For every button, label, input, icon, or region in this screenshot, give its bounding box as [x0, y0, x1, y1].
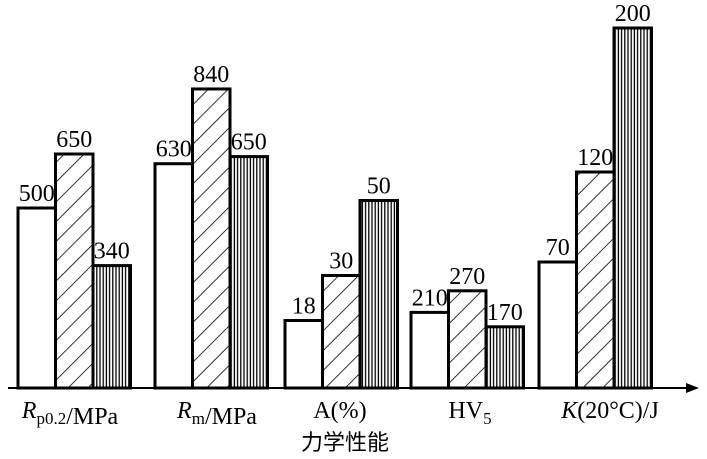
data-label-1-0: 630 — [156, 137, 192, 163]
bar-1-2 — [228, 155, 269, 390]
bar-2-1 — [321, 274, 362, 390]
bar-2-0 — [283, 319, 324, 390]
data-label-2-2: 50 — [367, 174, 391, 200]
data-label-2-1: 30 — [329, 249, 353, 275]
bar-1-0 — [153, 162, 194, 390]
data-label-4-2: 200 — [615, 1, 651, 27]
category-label-3: HV5 — [448, 398, 491, 428]
bar-3-0 — [409, 310, 450, 390]
bar-4-0 — [537, 260, 578, 390]
data-label-2-0: 18 — [292, 294, 316, 320]
data-label-0-0: 500 — [19, 181, 55, 207]
bar-0-0 — [16, 206, 57, 390]
category-labels-layer: Rp0.2/MPa Rm/MPa A(%) HV5 K(20°C)/J — [21, 398, 659, 430]
bar-3-1 — [447, 289, 488, 390]
x-axis-arrow — [686, 383, 699, 393]
category-label-1: Rm/MPa — [176, 398, 257, 430]
x-axis-title: 力学性能 — [301, 430, 389, 455]
data-label-4-1: 120 — [577, 145, 613, 171]
category-label-0: Rp0.2/MPa — [21, 398, 119, 430]
bar-2-2 — [358, 199, 399, 390]
bar-0-2 — [91, 264, 132, 390]
bar-3-2 — [484, 325, 525, 390]
bars-layer — [16, 26, 653, 390]
bar-4-2 — [612, 26, 653, 390]
bar-4-1 — [575, 170, 616, 390]
bar-0-1 — [54, 152, 95, 390]
bar-1-1 — [191, 87, 232, 390]
data-label-1-1: 840 — [193, 62, 229, 88]
data-label-0-2: 340 — [94, 239, 130, 265]
data-label-1-2: 650 — [231, 130, 267, 156]
category-label-2: A(%) — [313, 398, 366, 424]
data-label-3-0: 210 — [412, 285, 448, 311]
data-label-3-1: 270 — [449, 264, 485, 290]
data-label-3-2: 170 — [487, 300, 523, 326]
data-label-4-0: 70 — [546, 235, 570, 261]
data-label-0-1: 650 — [56, 127, 92, 153]
category-label-4: K(20°C)/J — [560, 398, 659, 424]
